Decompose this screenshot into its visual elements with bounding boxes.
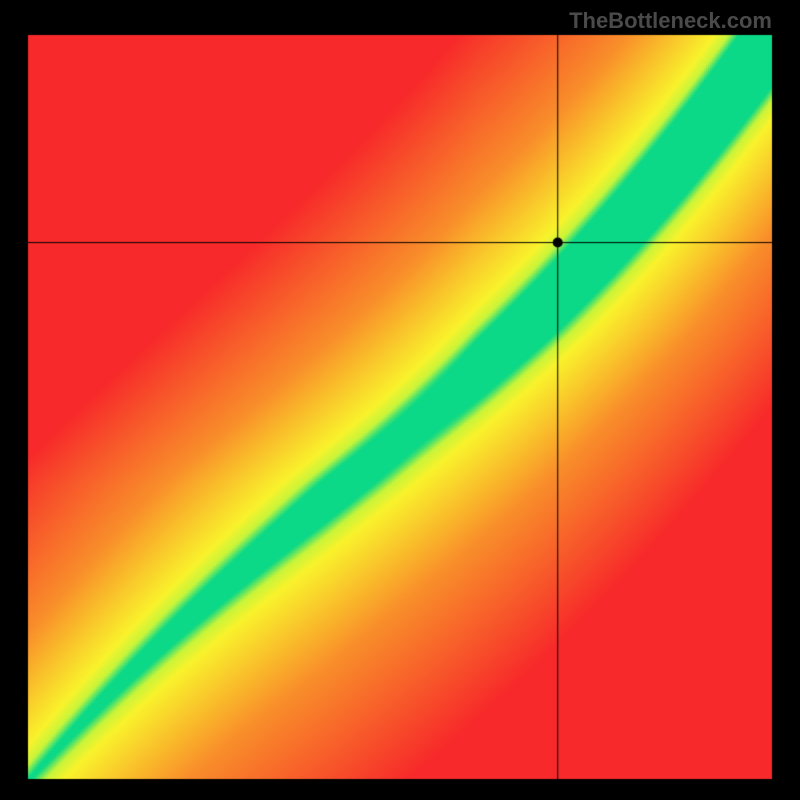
watermark-label: TheBottleneck.com	[569, 8, 772, 34]
chart-container: TheBottleneck.com	[0, 0, 800, 800]
heatmap-canvas	[0, 0, 800, 800]
